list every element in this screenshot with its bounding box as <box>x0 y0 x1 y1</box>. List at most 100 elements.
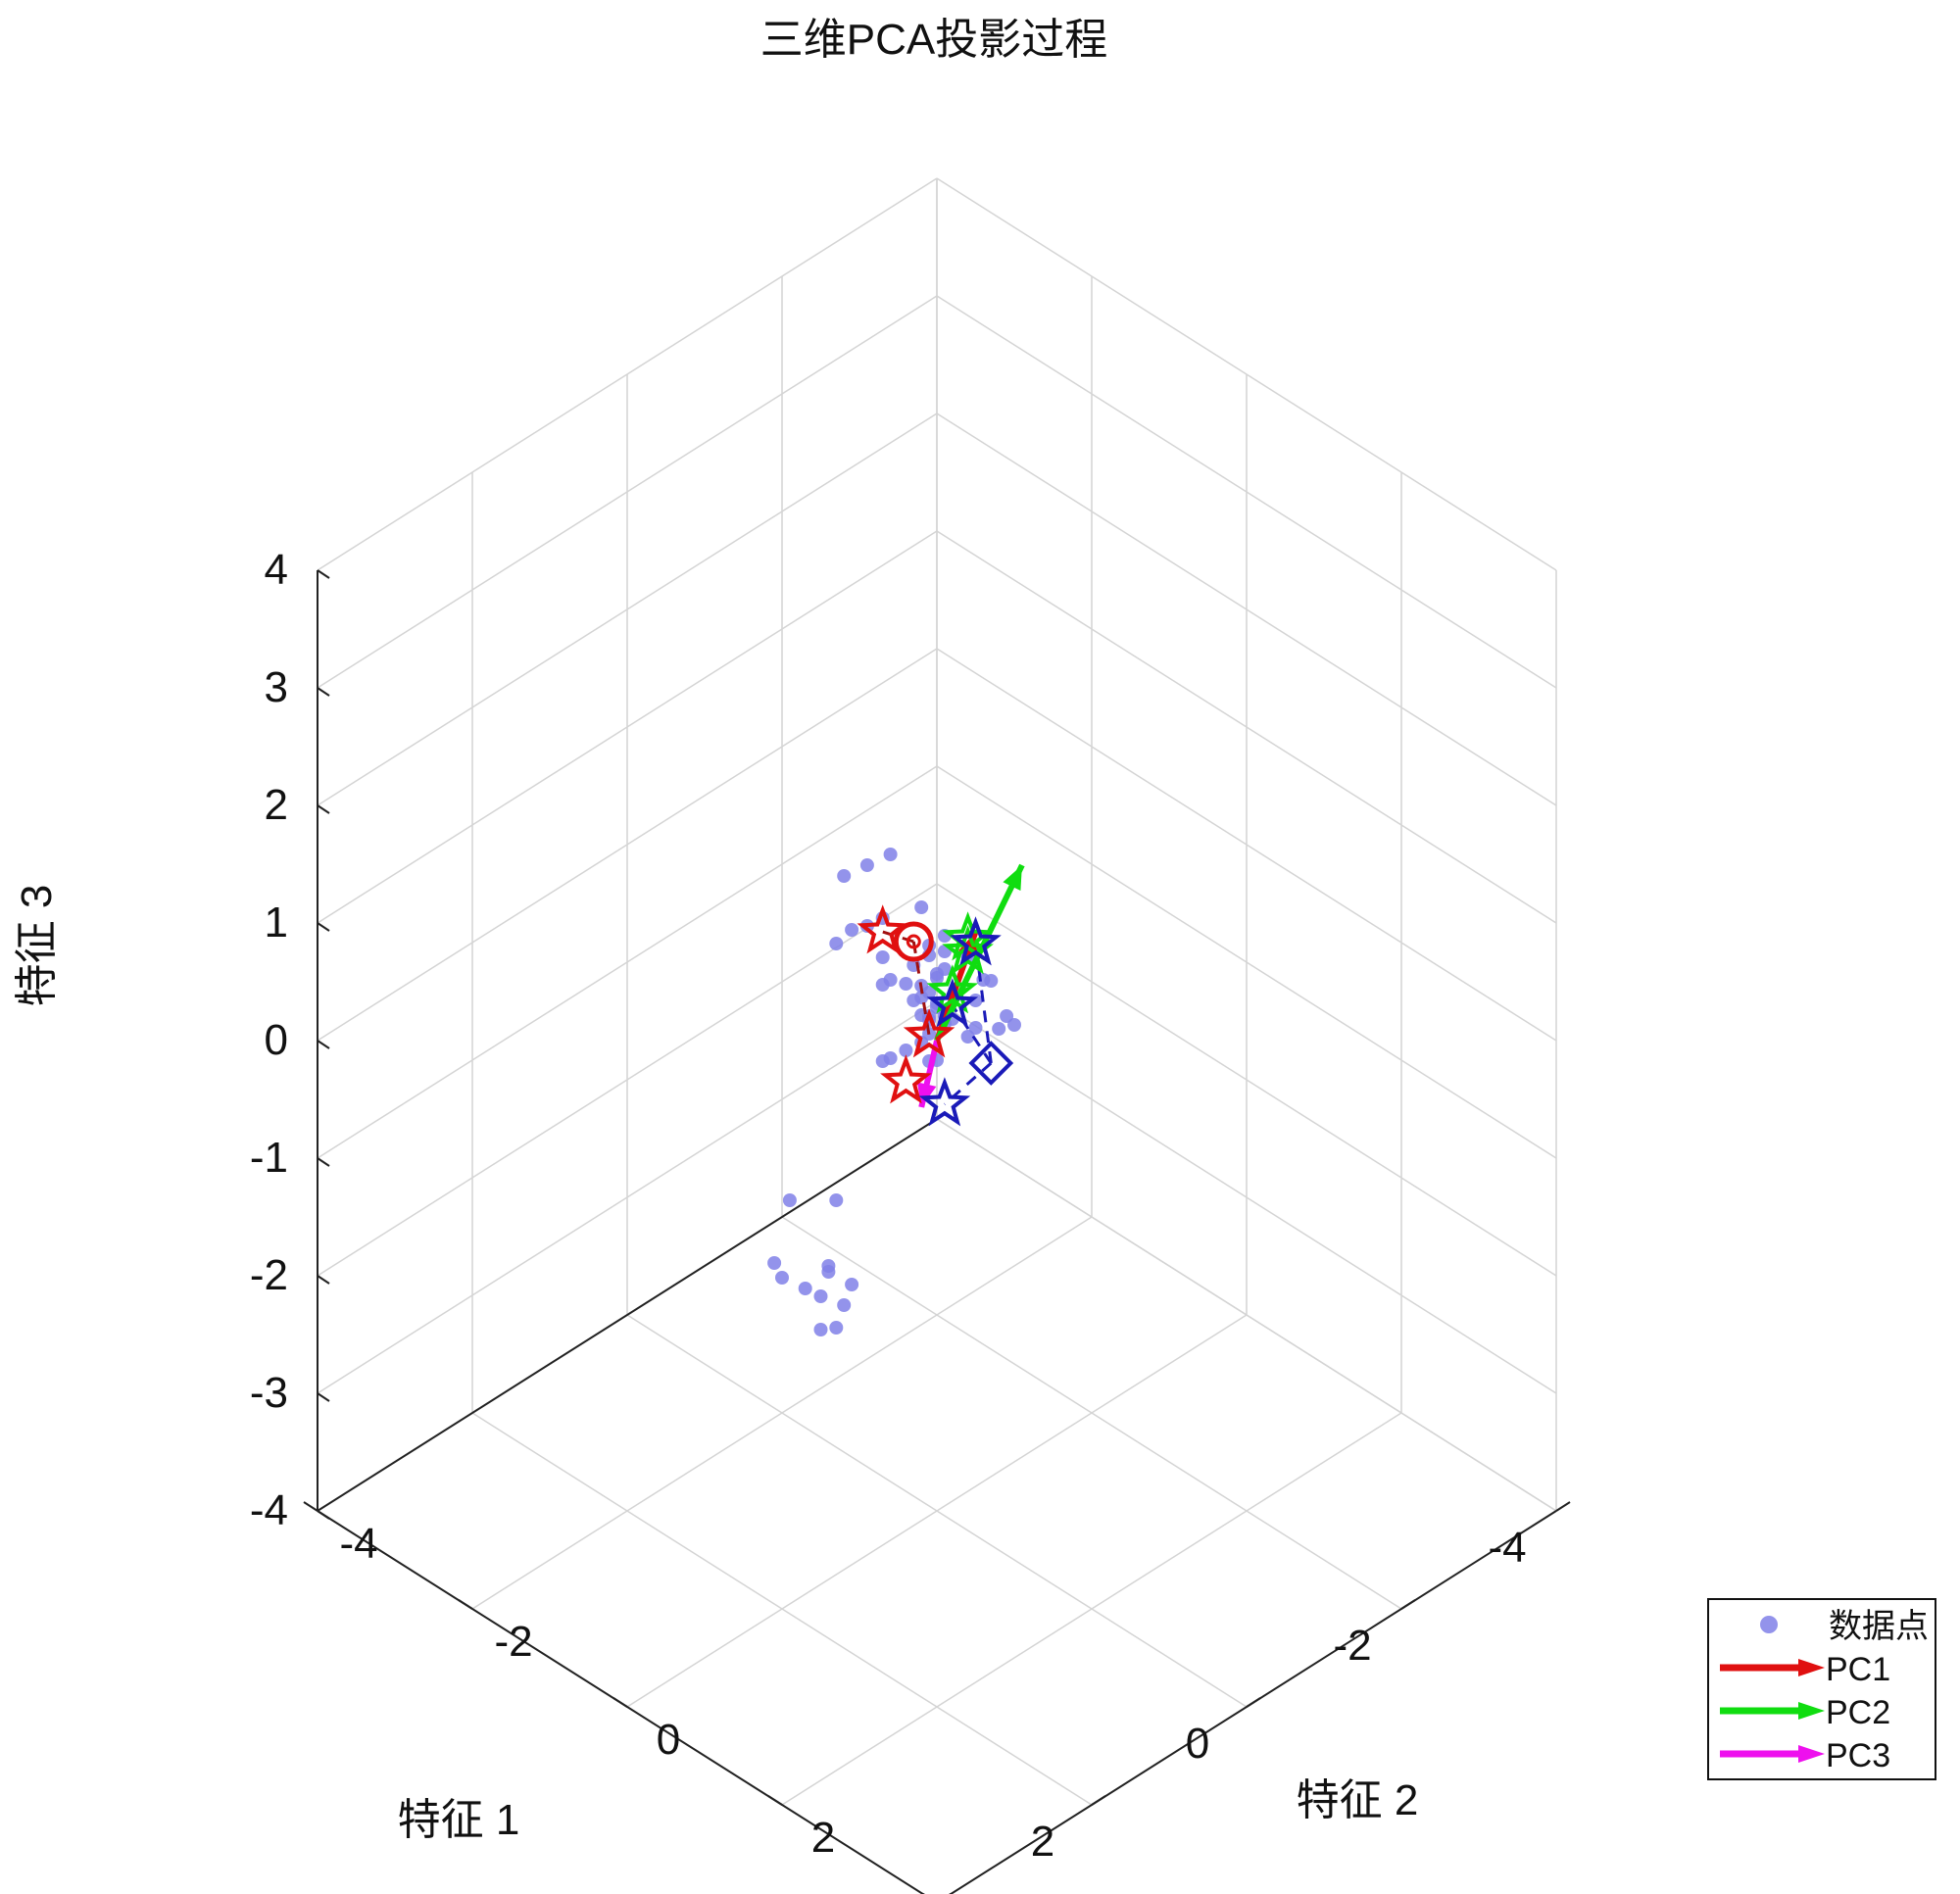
y-tick-mark <box>767 1795 783 1806</box>
data-point <box>906 994 921 1007</box>
legend-label: PC2 <box>1826 1694 1890 1731</box>
star-marker <box>918 1077 971 1127</box>
x-tick-mark <box>1091 1795 1106 1806</box>
x-tick-label: -2 <box>1333 1622 1371 1670</box>
back-wall-grid-line <box>936 530 1557 924</box>
back-wall-grid-line <box>317 765 938 1159</box>
data-point <box>813 1289 828 1303</box>
x-tick-label: -4 <box>1488 1524 1526 1572</box>
y-axis-label: 特征 2 <box>1297 1776 1419 1824</box>
back-wall-grid-line <box>936 883 1557 1277</box>
z-tick-label: 0 <box>265 1016 288 1064</box>
star-marker <box>926 978 979 1028</box>
back-wall-grid-line <box>317 530 938 924</box>
z-tick-mark <box>317 804 330 814</box>
x-tick-mark <box>1400 1599 1416 1610</box>
legend-label: PC3 <box>1826 1737 1890 1774</box>
data-point <box>829 1193 844 1207</box>
data-point <box>883 848 898 861</box>
data-point <box>899 1044 913 1057</box>
circle-marker-inner <box>906 934 921 949</box>
z-tick-label: -3 <box>250 1369 288 1417</box>
data-point <box>899 977 913 991</box>
projection-line <box>911 941 931 1037</box>
data-point <box>968 1021 983 1035</box>
data-point <box>813 1323 828 1336</box>
y-tick-label: 0 <box>657 1716 680 1764</box>
axes <box>303 569 1571 1894</box>
z-tick-mark <box>317 1275 330 1285</box>
y-axis-line <box>317 1118 938 1512</box>
back-wall-grid-line <box>317 1000 938 1394</box>
legend-arrowhead-icon <box>1798 1659 1825 1676</box>
data-point <box>875 950 890 964</box>
z-tick-label: -1 <box>250 1134 288 1182</box>
z-tick-mark <box>317 1510 330 1520</box>
data-point <box>992 1022 1006 1036</box>
legend-arrowhead-icon <box>1798 1702 1825 1720</box>
star-marker <box>857 904 908 954</box>
projection-line <box>951 1004 993 1064</box>
z-tick-label: 4 <box>265 546 288 594</box>
data-point <box>914 900 929 914</box>
y-tick-label: 2 <box>811 1814 835 1862</box>
data-point <box>859 858 874 872</box>
data-point <box>937 962 952 976</box>
back-wall-grid-line <box>936 177 1557 571</box>
z-tick-label: -2 <box>250 1251 288 1299</box>
back-wall-grid-line <box>317 648 938 1042</box>
z-tick-mark <box>317 569 330 579</box>
floor-grid-line <box>781 1412 1402 1806</box>
pc2-arrowhead <box>1003 865 1022 891</box>
chart-title: 三维PCA投影过程 <box>760 16 1107 64</box>
data-point <box>837 1298 852 1312</box>
legend-arrowhead-icon <box>1798 1745 1825 1763</box>
data-point <box>875 1054 890 1068</box>
data-point <box>883 973 898 987</box>
data-point <box>1000 1009 1014 1023</box>
back-wall-grid-line <box>317 295 938 689</box>
data-point <box>845 1278 859 1291</box>
z-tick-label: 3 <box>265 663 288 711</box>
x-tick-label: 0 <box>1186 1720 1209 1768</box>
legend: 数据点 PC1 PC2 PC3 <box>1707 1598 1936 1780</box>
data-point <box>1007 1018 1021 1032</box>
back-wall-grid-line <box>317 413 938 806</box>
data-point <box>837 869 852 883</box>
back-wall-grid-line <box>936 1000 1557 1394</box>
data-point <box>960 1030 975 1044</box>
data-point <box>922 986 937 999</box>
legend-dot-icon <box>1760 1616 1778 1633</box>
floor-grid-line <box>626 1314 1248 1708</box>
data-point <box>798 1282 812 1295</box>
data-point <box>767 1256 782 1270</box>
back-wall-grid-line <box>936 413 1557 806</box>
data-point <box>829 1321 844 1335</box>
legend-label: 数据点 <box>1829 1608 1929 1645</box>
star-marker <box>950 916 1002 966</box>
diamond-marker <box>968 1041 1014 1086</box>
star-marker <box>880 1054 932 1104</box>
projection-markers <box>857 904 1014 1127</box>
z-tick-mark <box>317 922 330 932</box>
data-point <box>775 1271 789 1285</box>
z-tick-label: 1 <box>265 898 288 947</box>
data-point <box>930 971 944 985</box>
z-tick-label: 2 <box>265 781 288 829</box>
data-point <box>984 974 999 988</box>
data-point <box>829 937 844 950</box>
pc3-arrowhead <box>916 1082 937 1107</box>
z-tick-mark <box>317 1157 330 1167</box>
back-wall-grid-line <box>936 648 1557 1042</box>
data-point <box>782 1193 797 1207</box>
data-point <box>821 1265 836 1279</box>
x-axis-label: 特征 1 <box>398 1796 520 1844</box>
legend-box <box>1707 1598 1936 1780</box>
back-wall-grid-line <box>936 1118 1557 1512</box>
z-tick-mark <box>317 1392 330 1402</box>
back-wall-grid-line <box>317 177 938 571</box>
y-tick-mark <box>458 1599 473 1610</box>
